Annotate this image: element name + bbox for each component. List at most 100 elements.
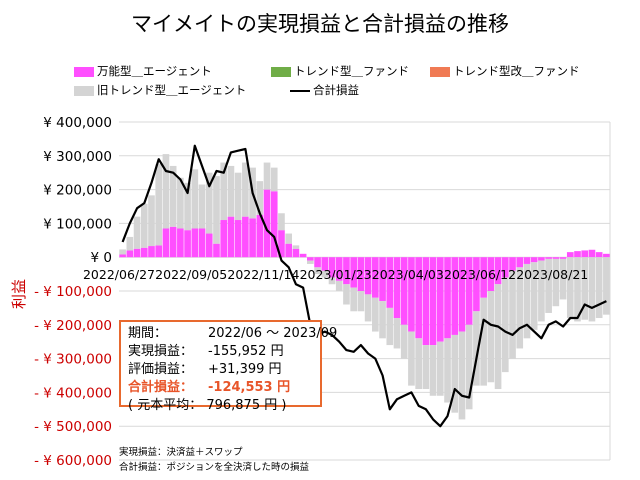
bar-s3-26 <box>307 260 314 264</box>
bar-s3-34 <box>364 294 372 322</box>
summary-realized-row: 実現損益： -155,952 円 <box>128 343 320 361</box>
x-tick-label-6: 2023/08/21 <box>516 267 588 282</box>
bar-s0-44 <box>436 257 444 342</box>
bar-s3-66 <box>595 257 603 319</box>
bar-s0-61 <box>559 257 567 259</box>
summary-unrealized-value: +31,399 円 <box>208 362 282 377</box>
bar-s0-62 <box>566 252 574 258</box>
bar-s0-36 <box>379 257 386 302</box>
y-tick-label-0: ¥ 400,000 <box>43 115 112 131</box>
bar-s0-23 <box>285 243 293 258</box>
bar-s0-35 <box>372 257 379 298</box>
bar-s0-50 <box>480 257 487 298</box>
bar-s0-0 <box>119 254 126 258</box>
bar-s0-40 <box>408 257 415 332</box>
bar-layer <box>119 154 610 420</box>
bar-s3-22 <box>278 213 285 231</box>
summary-period-value: 2022/06 ～ 2023/09 <box>208 326 338 341</box>
bar-s3-53 <box>501 277 509 373</box>
bar-s0-33 <box>357 257 365 291</box>
y-tick-label-1: ¥ 300,000 <box>43 149 112 165</box>
bar-s0-47 <box>458 257 466 332</box>
bar-s0-37 <box>386 257 394 308</box>
y-tick-label-5: - ¥ 100,000 <box>34 284 112 300</box>
y-tick-label-7: - ¥ 300,000 <box>34 352 112 368</box>
legend-item-trend-kai: トレンド型改＿ファンド <box>430 64 580 78</box>
bar-s0-49 <box>473 257 480 312</box>
bar-s0-48 <box>465 257 473 325</box>
bar-s3-59 <box>545 258 552 313</box>
bar-s3-11 <box>198 184 206 229</box>
chart-title: マイメイトの実現損益と合計損益の推移 <box>131 12 509 36</box>
bar-s3-8 <box>177 177 184 229</box>
summary-realized-key: 実現損益： <box>128 344 194 359</box>
bar-s0-29 <box>328 257 336 278</box>
bar-s3-20 <box>263 162 271 190</box>
bar-s3-42 <box>422 345 430 390</box>
summary-total-value: -124,553 円 <box>208 380 291 395</box>
bar-s3-10 <box>191 169 199 229</box>
bar-s0-58 <box>538 257 545 261</box>
bar-s0-55 <box>516 257 524 268</box>
bar-s3-61 <box>559 258 567 300</box>
bar-s3-50 <box>480 297 487 386</box>
bar-s0-26 <box>307 257 314 261</box>
bar-s3-49 <box>473 311 480 386</box>
bar-s0-16 <box>234 220 242 258</box>
summary-period-key: 期間： <box>128 326 168 341</box>
bar-s0-24 <box>292 248 300 258</box>
x-tick-label-2: 2022/11/14 <box>227 267 299 282</box>
bar-s3-38 <box>393 318 401 349</box>
bar-s0-27 <box>314 257 321 268</box>
bar-s3-48 <box>465 324 473 410</box>
legend-item-total: 合計損益 <box>290 83 359 97</box>
bar-s0-59 <box>545 257 552 259</box>
bar-s0-45 <box>444 257 451 339</box>
bar-s3-9 <box>184 182 191 231</box>
bar-s3-15 <box>227 165 235 217</box>
bar-s3-65 <box>588 257 596 322</box>
x-tick-label-3: 2023/01/23 <box>300 267 372 282</box>
y-axis-label: 利益 <box>10 279 28 309</box>
legend-label-trend-kai: トレンド型改＿ファンド <box>453 64 580 78</box>
bar-s3-14 <box>220 162 228 221</box>
bar-s3-56 <box>523 263 531 339</box>
summary-principal: ( 元本平均： 796,875 円 ) <box>128 398 287 413</box>
bar-s0-64 <box>581 250 589 258</box>
legend-swatch-trend-kai <box>430 66 450 77</box>
summary-total-key: 合計損益： <box>128 380 194 395</box>
bar-s0-66 <box>595 252 603 258</box>
x-tick-labels: 2022/06/27 2022/09/05 2022/11/14 2023/01/23… <box>83 267 588 282</box>
bar-s0-19 <box>256 214 264 258</box>
bar-s3-43 <box>429 345 437 396</box>
bar-s3-5 <box>155 164 163 246</box>
footnote-realized: 実現損益：決済益＋スワップ <box>119 447 243 458</box>
bar-s3-51 <box>487 291 495 383</box>
bar-s3-24 <box>292 245 300 249</box>
bar-s0-63 <box>574 251 581 258</box>
bar-s0-42 <box>422 257 430 346</box>
bar-s3-3 <box>140 203 148 248</box>
bar-s0-13 <box>213 243 220 258</box>
bar-s3-2 <box>133 216 141 249</box>
bar-s3-35 <box>372 297 379 332</box>
bar-s0-30 <box>335 257 343 281</box>
bar-s3-64 <box>581 257 589 320</box>
bar-s3-31 <box>343 284 350 305</box>
bar-s0-15 <box>227 216 235 258</box>
bar-s0-3 <box>140 247 148 258</box>
legend-label-versatile: 万能型＿エージェント <box>97 64 212 78</box>
bar-s3-54 <box>509 270 516 359</box>
bar-s0-4 <box>148 246 155 258</box>
bar-s3-44 <box>436 341 444 396</box>
bar-s0-12 <box>205 233 213 258</box>
bar-s3-0 <box>119 249 126 255</box>
bar-s0-18 <box>249 218 256 258</box>
y-tick-labels: ¥ 400,000 ¥ 300,000 ¥ 200,000 ¥ 100,000 ¥ 0 -… <box>34 115 112 469</box>
bar-s0-10 <box>191 228 199 258</box>
bar-s0-28 <box>321 257 329 271</box>
x-tick-label-4: 2023/04/03 <box>372 267 444 282</box>
bar-s0-39 <box>400 257 408 325</box>
legend-label-trend: トレンド型＿ファンド <box>294 64 409 78</box>
bar-s0-65 <box>588 249 596 258</box>
